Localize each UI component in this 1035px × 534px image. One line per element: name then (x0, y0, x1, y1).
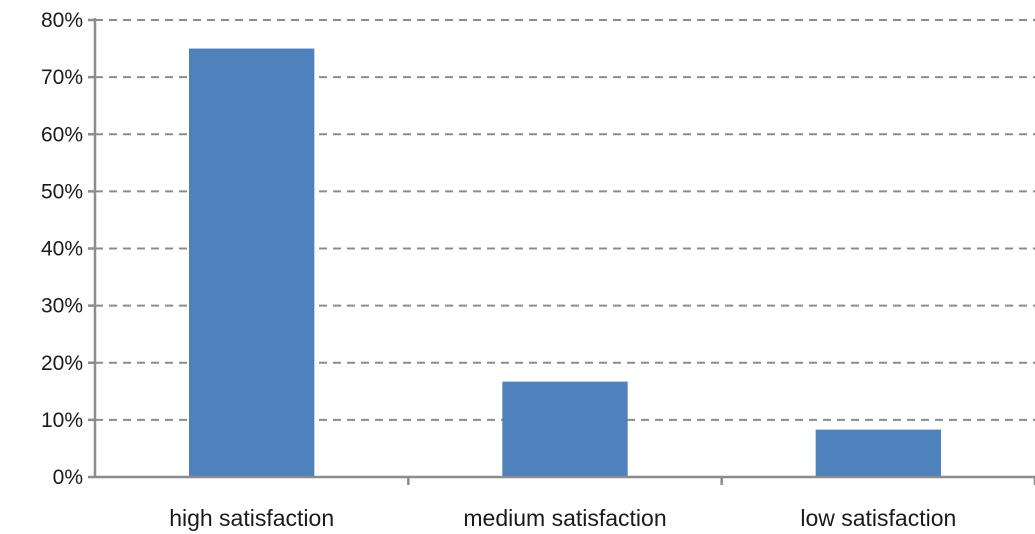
bar-low-satisfaction (815, 429, 941, 477)
x-category-label: high satisfaction (169, 505, 334, 531)
bar-medium-satisfaction (502, 381, 628, 477)
y-tick-label: 70% (41, 66, 83, 89)
bars (189, 48, 941, 477)
x-category-label: low satisfaction (800, 505, 956, 531)
y-tick-label: 80% (41, 9, 83, 32)
y-tick-label: 0% (53, 466, 83, 489)
bar-high-satisfaction (189, 48, 315, 477)
y-tick-label: 40% (41, 238, 83, 261)
x-category-label: medium satisfaction (463, 505, 666, 531)
y-tick-label: 60% (41, 123, 83, 146)
y-tick-label: 50% (41, 180, 83, 203)
y-tick-label: 20% (41, 352, 83, 375)
y-tick-label: 30% (41, 295, 83, 318)
y-tick-label: 10% (41, 409, 83, 432)
labels: 0% 10% 20% 30% 40% 50% 60% 70% 80% high satisfact… (41, 9, 956, 531)
axes (88, 18, 1035, 485)
